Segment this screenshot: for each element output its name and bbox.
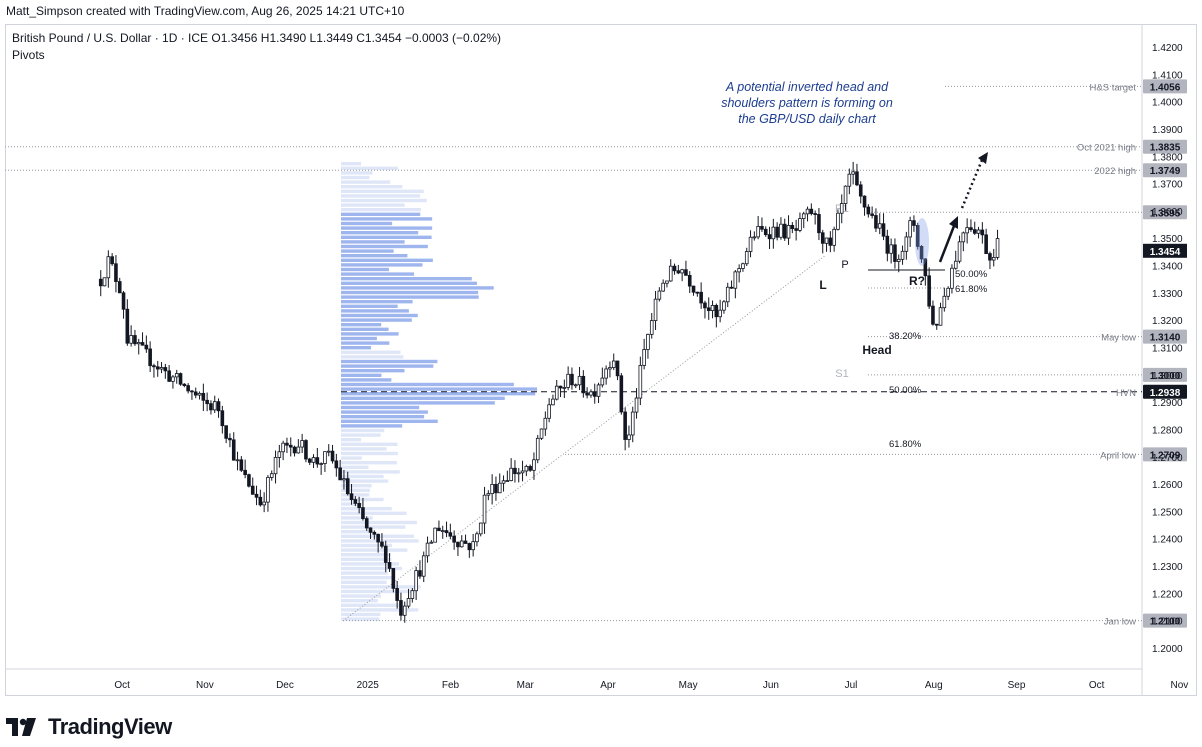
footer: TradingView <box>6 712 172 742</box>
chart-frame[interactable] <box>5 24 1197 696</box>
low-value: L1.3449 <box>309 31 353 45</box>
author-credit: Matt_Simpson created with TradingView.co… <box>6 4 405 18</box>
open-value: O1.3456 <box>211 31 258 45</box>
change-value: −0.0003 (−0.02%) <box>404 31 502 45</box>
close-value: C1.3454 <box>356 31 402 45</box>
symbol-name: British Pound / U.S. Dollar · 1D · ICE <box>12 31 209 45</box>
indicator-pivots[interactable]: Pivots <box>12 48 45 62</box>
tradingview-wordmark: TradingView <box>48 714 172 739</box>
tradingview-logo-icon <box>6 718 36 736</box>
top-bar: Matt_Simpson created with TradingView.co… <box>0 0 1202 20</box>
high-value: H1.3490 <box>260 31 307 45</box>
symbol-legend: British Pound / U.S. Dollar · 1D · ICE O… <box>12 31 501 45</box>
